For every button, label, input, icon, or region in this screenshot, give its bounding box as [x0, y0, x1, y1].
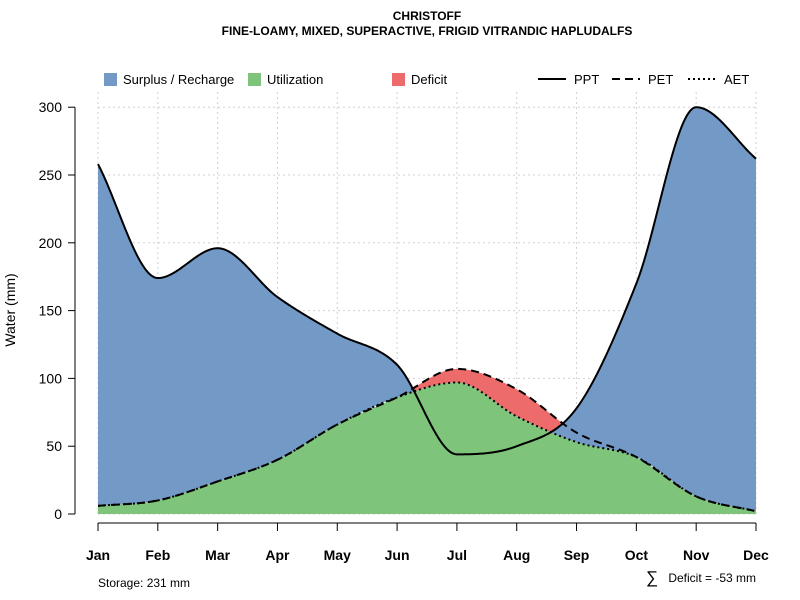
x-tick-label: May [324, 547, 351, 563]
x-tick-label: Sep [564, 547, 590, 563]
y-tick-label: 300 [39, 99, 63, 115]
x-tick-label: Jan [86, 547, 110, 563]
deficit-sum-icon: ∑ [646, 568, 658, 587]
legend-label-pet: PET [648, 72, 673, 87]
chart-subtitle: FINE-LOAMY, MIXED, SUPERACTIVE, FRIGID V… [222, 24, 633, 38]
y-tick-label: 150 [39, 303, 63, 319]
area-surplus-recharge [98, 107, 756, 512]
area-layer [98, 107, 756, 514]
legend: Surplus / Recharge Utilization Deficit P… [104, 72, 749, 87]
storage-note: Storage: 231 mm [98, 576, 190, 590]
y-axis-label: Water (mm) [2, 273, 18, 346]
chart-title: CHRISTOFF [393, 9, 461, 23]
x-tick-label: Jun [385, 547, 410, 563]
legend-label-surplus: Surplus / Recharge [123, 72, 234, 87]
x-tick-label: Oct [625, 547, 649, 563]
x-tick-label: Mar [205, 547, 230, 563]
legend-swatch-utilization [248, 73, 261, 86]
x-tick-label: Nov [683, 547, 710, 563]
x-tick-label: Aug [503, 547, 530, 563]
legend-swatch-deficit [392, 73, 405, 86]
x-tick-label: Jul [447, 547, 467, 563]
x-tick-label: Apr [265, 547, 290, 563]
y-tick-label: 250 [39, 167, 63, 183]
legend-swatch-surplus [104, 73, 117, 86]
y-tick-label: 0 [54, 506, 62, 522]
axis-layer: 0 50 100 150 200 250 300 Jan Feb Mar Apr May Jun Jul A… [39, 99, 769, 563]
legend-label-utilization: Utilization [267, 72, 323, 87]
y-tick-label: 100 [39, 370, 63, 386]
series-line-ppt [97, 106, 757, 456]
x-tick-label: Dec [743, 547, 769, 563]
x-tick-label: Feb [145, 547, 170, 563]
area-utilization [98, 382, 756, 514]
legend-label-deficit: Deficit [411, 72, 448, 87]
deficit-note: Deficit = -53 mm [668, 571, 756, 585]
line-layer [97, 106, 757, 513]
legend-label-ppt: PPT [574, 72, 599, 87]
y-tick-label: 50 [46, 438, 62, 454]
series-line-pet [97, 367, 757, 513]
legend-label-aet: AET [724, 72, 749, 87]
y-tick-label: 200 [39, 235, 63, 251]
